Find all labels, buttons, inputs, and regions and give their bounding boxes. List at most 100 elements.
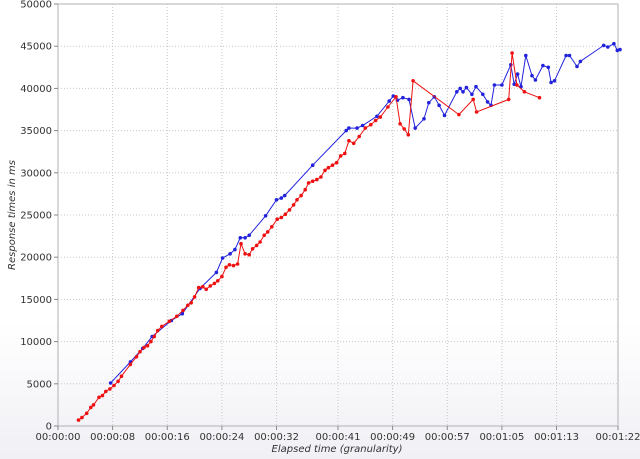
series-2-point bbox=[319, 175, 323, 179]
series-2-point bbox=[220, 274, 224, 279]
series-2-point bbox=[334, 160, 339, 165]
series-1-point bbox=[407, 97, 411, 102]
series-2-point bbox=[149, 339, 153, 344]
series-2-point bbox=[212, 281, 217, 286]
series-2-line bbox=[78, 52, 540, 421]
series-2-point bbox=[142, 345, 146, 350]
series-1-point bbox=[464, 85, 469, 90]
series-2-point bbox=[128, 362, 133, 367]
series-2-point bbox=[186, 303, 190, 308]
series-2-point bbox=[363, 126, 368, 130]
series-2-point bbox=[303, 187, 308, 192]
x-tick-label: 00:01:22 bbox=[596, 432, 640, 443]
series-1-point bbox=[108, 381, 113, 385]
series-2-point bbox=[343, 151, 347, 156]
series-1-point bbox=[247, 233, 251, 238]
series-1-point bbox=[533, 78, 538, 82]
series-1-point bbox=[263, 214, 268, 218]
series-2-point bbox=[160, 324, 164, 329]
series-2-point bbox=[265, 230, 270, 234]
x-tick-label: 00:00:00 bbox=[36, 432, 81, 443]
series-2-point bbox=[100, 393, 105, 398]
series-2-point bbox=[306, 181, 311, 185]
series-2 bbox=[76, 51, 542, 422]
series-2-point bbox=[91, 403, 96, 407]
series-1-point bbox=[279, 196, 284, 200]
x-tick-label: 00:01:13 bbox=[534, 432, 579, 443]
series-1-point bbox=[413, 126, 418, 130]
series-2-point bbox=[138, 349, 142, 354]
series-2-point bbox=[227, 263, 232, 267]
series-2-point bbox=[84, 411, 89, 416]
series-2-point bbox=[326, 165, 331, 170]
series-2-point bbox=[537, 95, 542, 100]
series-2-point bbox=[347, 138, 351, 143]
y-tick-label: 10000 bbox=[20, 337, 52, 348]
series-2-point bbox=[235, 262, 240, 266]
series-1-point bbox=[500, 83, 504, 87]
series-2-point bbox=[369, 122, 373, 127]
series-1-point bbox=[233, 247, 237, 252]
series-1-point bbox=[391, 94, 396, 98]
series-1-point bbox=[481, 92, 485, 97]
series-1-point bbox=[427, 100, 431, 105]
series-1-point bbox=[442, 113, 447, 118]
series-2-point bbox=[247, 252, 251, 257]
series-1-point bbox=[228, 252, 232, 256]
series-1-point bbox=[578, 59, 583, 64]
series-2-point bbox=[471, 97, 476, 102]
y-tick-label: 35000 bbox=[20, 126, 52, 137]
series-2-point bbox=[351, 141, 356, 146]
series-2-point bbox=[506, 97, 511, 102]
series-1-point bbox=[180, 311, 185, 316]
x-tick-label: 00:00:32 bbox=[254, 432, 299, 443]
y-tick-label: 40000 bbox=[20, 84, 52, 95]
x-tick-label: 00:00:57 bbox=[425, 432, 470, 443]
series-1-point bbox=[282, 193, 287, 198]
series-2-point bbox=[279, 215, 284, 220]
series-1-point bbox=[612, 41, 616, 46]
series-1-point bbox=[615, 48, 620, 53]
y-tick-label: 50000 bbox=[20, 0, 52, 11]
series-2-point bbox=[287, 208, 292, 212]
series-2-point bbox=[338, 154, 343, 158]
x-tick-label: 00:00:41 bbox=[316, 432, 361, 443]
series-1-point bbox=[347, 126, 351, 130]
series-2-point bbox=[239, 241, 243, 246]
series-1-point bbox=[401, 95, 405, 100]
series-2-point bbox=[216, 279, 220, 283]
series-1-point bbox=[355, 126, 359, 130]
y-tick-label: 30000 bbox=[20, 168, 52, 179]
series-2-point bbox=[208, 284, 213, 288]
series-2-point bbox=[175, 314, 179, 319]
series-1-point bbox=[618, 47, 622, 52]
x-axis-ticks: 00:00:00 00:00:08 00:00:16 00:00:24 00:00:32… bbox=[36, 426, 640, 443]
series-2-point bbox=[262, 233, 267, 238]
series-2-point bbox=[181, 308, 185, 313]
y-axis-title: Response times in ms bbox=[7, 160, 18, 270]
series-1-point bbox=[238, 236, 243, 240]
series-1-point bbox=[530, 73, 534, 78]
x-tick-label: 00:00:16 bbox=[145, 432, 190, 443]
series-1-point bbox=[512, 82, 516, 86]
series-2-point bbox=[89, 405, 93, 410]
series-2-point bbox=[243, 252, 247, 256]
x-tick-label: 00:00:24 bbox=[199, 432, 244, 443]
x-tick-label: 00:00:08 bbox=[90, 432, 135, 443]
series-2-point bbox=[323, 168, 327, 173]
series-2-point bbox=[373, 118, 378, 123]
series-2-point bbox=[108, 387, 112, 391]
y-tick-label: 25000 bbox=[20, 211, 52, 222]
series-2-point bbox=[254, 243, 259, 248]
series-2-point bbox=[411, 79, 415, 83]
series-2-point bbox=[291, 203, 296, 207]
series-2-point bbox=[258, 240, 262, 244]
series-2-point bbox=[145, 344, 150, 348]
series-2-point bbox=[357, 134, 362, 139]
series-2-point bbox=[315, 177, 319, 182]
series-1-point bbox=[524, 53, 528, 58]
series-2-point bbox=[196, 285, 201, 290]
series-1-point bbox=[492, 83, 497, 87]
